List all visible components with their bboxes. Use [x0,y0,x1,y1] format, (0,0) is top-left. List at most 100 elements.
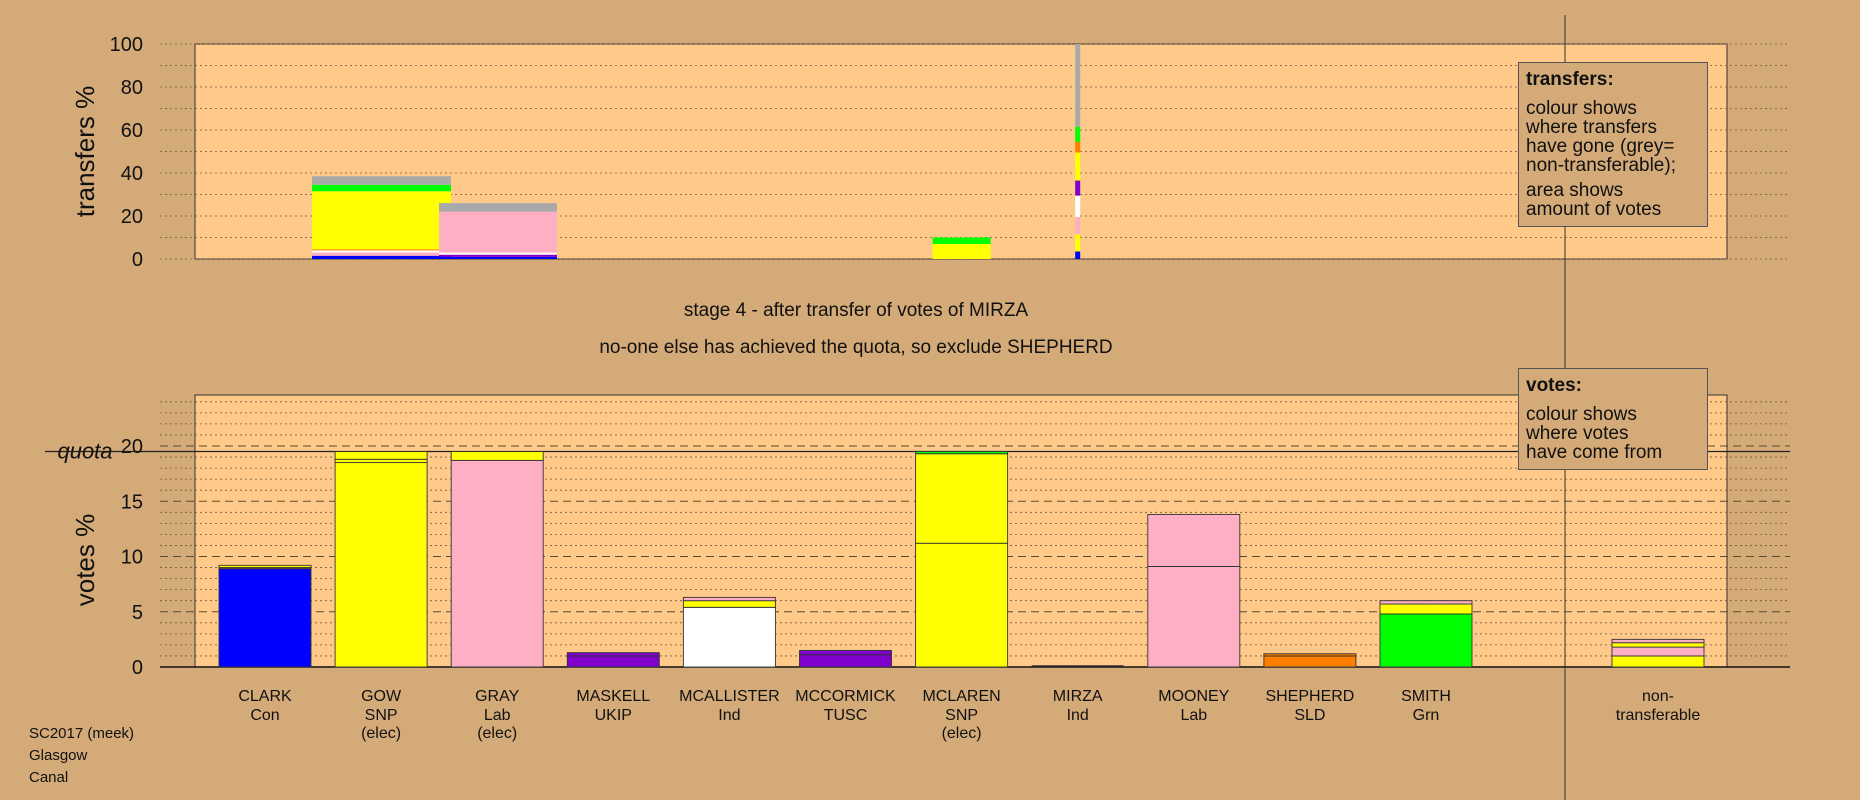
candidate-name-label: MASKELL [576,688,650,705]
transfer-segment [1075,251,1081,259]
vote-segment [1263,655,1357,668]
candidate-name-label: GRAY [475,688,519,705]
transfer-segment [1075,217,1081,235]
vote-segment [1379,613,1473,668]
footer-ward: Canal [29,769,69,786]
vote-segment [915,451,1009,455]
votes-y-tick-label: 10 [121,547,143,569]
vote-segment [682,596,776,602]
transfers-y-axis-label: transfers % [70,86,100,218]
candidate-elected-label: (elec) [477,725,517,742]
non-transferable-label: non- [1642,688,1674,705]
transfer-segment [1075,126,1081,142]
transfer-segment [1075,141,1081,153]
candidate-party-label: SNP [945,707,978,724]
vote-segment [682,606,776,668]
transfer-segment [439,256,557,259]
candidate-name-label: MIRZA [1053,688,1103,705]
transfers-chart: 0 20 40 60 80 100 transfers % [70,34,1790,271]
candidate-party-label: Ind [1067,707,1089,724]
votes-y-tick-label: 0 [132,657,143,679]
stage-description: stage 4 - after transfer of votes of MIR… [683,300,1029,321]
vote-segment [799,654,892,668]
transfers-legend: transfers: colour shows where transfers … [1518,62,1708,227]
footer-council: Glasgow [29,747,88,764]
candidate-name-label: SHEPHERD [1265,688,1354,705]
votes-y-axis-label: votes % [70,514,100,607]
transfer-segment [312,255,451,259]
transfers-legend-text: where transfers [1526,117,1657,138]
candidate-party-label: Grn [1413,707,1440,724]
transfers-legend-text: colour shows [1526,98,1637,119]
transfer-segment [1075,234,1081,252]
candidate-party-label: SNP [365,707,398,724]
candidate-name-label: MOONEY [1158,688,1229,705]
transfer-segment [312,184,451,192]
vote-segment [1147,565,1241,668]
transfer-segment [1075,152,1081,181]
transfer-segment [439,203,557,212]
vote-segment [915,542,1009,668]
transfer-segment [1075,44,1081,127]
transfer-segment [932,237,991,244]
transfer-segment [312,191,451,250]
quota-label: quota [57,439,112,464]
footer-election: SC2017 (meek) [29,725,135,742]
vote-segment [450,451,544,461]
vote-segment [1379,600,1473,605]
vote-segment [334,451,428,460]
transfers-y-tick-label: 60 [121,120,143,142]
non-transferable-segment [1611,642,1705,648]
candidate-name-label: GOW [361,688,402,705]
candidate-name-label: MCALLISTER [679,688,779,705]
candidate-name-label: SMITH [1401,688,1451,705]
transfer-segment [932,243,991,259]
transfers-legend-text: amount of votes [1526,199,1662,220]
transfer-segment [1075,180,1081,196]
vote-segment [334,458,428,464]
transfers-y-tick-label: 80 [121,77,143,99]
candidate-elected-label: (elec) [361,725,401,742]
votes-legend-text: colour shows [1526,404,1637,425]
transfers-y-tick-label: 100 [110,34,143,56]
vote-segment [1379,603,1473,615]
non-transferable-segment [1611,655,1705,668]
candidate-name-label: MCLAREN [922,688,1000,705]
non-transferable-segment [1611,638,1705,644]
candidate-party-label: UKIP [595,707,632,724]
transfer-segment [312,176,451,185]
vote-segment [334,462,428,668]
transfers-y-tick-label: 0 [132,249,143,271]
candidate-party-label: Ind [718,707,740,724]
votes-y-tick-label: 5 [132,602,143,624]
candidate-party-label: Lab [1180,707,1207,724]
candidate-party-label: TUSC [824,707,868,724]
transfers-legend-title: transfers: [1526,69,1614,90]
vote-segment [915,453,1009,544]
candidate-name-label: CLARK [238,688,292,705]
vote-segment [682,600,776,608]
candidate-name-label: MCCORMICK [795,688,896,705]
transfers-legend-text: non-transferable); [1526,155,1676,176]
candidate-party-label: Con [250,707,279,724]
transfer-segment [439,254,557,257]
vote-segment [218,564,312,569]
transfer-segment [312,252,451,256]
votes-y-tick-label: 20 [121,436,143,458]
votes-legend: votes: colour shows where votes have com… [1518,368,1708,470]
votes-legend-text: have come from [1526,442,1663,463]
transfers-legend-text: area shows [1526,180,1624,201]
transfers-y-tick-label: 20 [121,206,143,228]
vote-segment [218,568,312,668]
transfers-legend-text: have gone (grey= [1526,136,1675,157]
candidate-elected-label: (elec) [942,725,982,742]
transfer-segment [1075,195,1081,218]
non-transferable-segment [1611,646,1705,657]
transfers-y-tick-label: 40 [121,163,143,185]
transfer-segment [312,250,451,253]
transfer-segment [312,249,451,251]
vote-segment [1263,653,1357,657]
stage-decision: no-one else has achieved the quota, so e… [599,337,1113,358]
